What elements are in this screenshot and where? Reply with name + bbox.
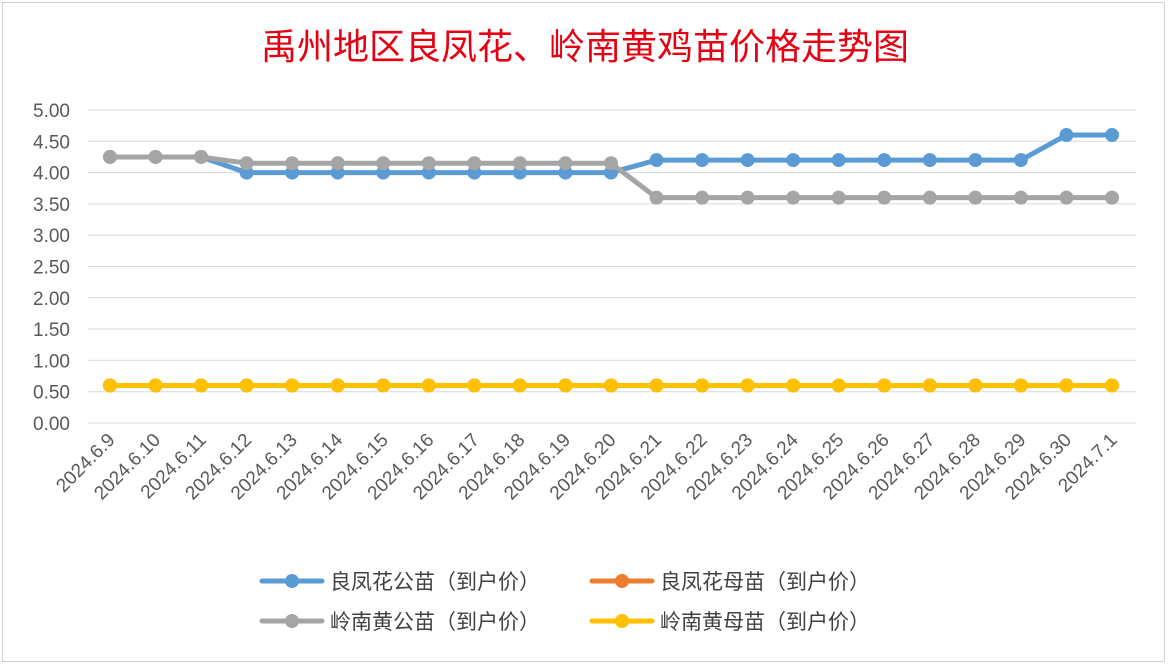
data-point [239,156,254,171]
data-point [695,378,710,393]
data-point [148,149,163,164]
legend-swatch-marker [285,614,299,628]
data-point [194,149,209,164]
legend: 良凤花公苗（到户价） 良凤花母苗（到户价） 岭南黄公苗（到户价） 岭南黄母苗（到户价） [259,570,870,634]
data-point [968,190,983,205]
data-point [103,378,117,393]
data-point [968,153,983,168]
legend-swatch-marker [285,574,299,588]
y-tick-label: 3.50 [33,195,70,216]
y-tick-label: 1.50 [33,320,70,341]
data-point [467,156,482,171]
data-point [1105,378,1119,393]
legend-label: 岭南黄母苗（到户价） [660,610,870,634]
x-axis-ticks: 2024.6.92024.6.102024.6.112024.6.122024.… [52,429,1121,504]
data-point [968,378,983,393]
data-point [786,190,801,205]
y-tick-label: 3.00 [33,226,70,247]
data-point [285,378,300,393]
y-tick-label: 4.00 [33,164,70,185]
data-point [330,156,345,171]
data-point [604,378,618,393]
data-point [421,156,436,171]
chart-title: 禹州地区良凤花、岭南黄鸡苗价格走势图 [261,27,909,68]
data-point [877,190,892,205]
data-point [1105,128,1119,143]
data-point [604,156,618,171]
legend-swatch-marker [615,574,629,588]
series-1 [103,128,1119,180]
data-point [1013,153,1028,168]
data-point [1013,378,1028,393]
legend-label: 岭南黄公苗（到户价） [330,610,540,634]
data-point [695,153,710,168]
data-point [786,378,801,393]
legend-item: 岭南黄公苗（到户价） [259,610,540,634]
data-point [831,153,846,168]
data-point [558,378,573,393]
data-point [649,378,664,393]
y-axis-ticks: 0.00 0.50 1.00 1.50 2.00 2.50 3.00 3.50 4.00 4.50… [33,101,70,435]
y-tick-label: 4.50 [33,132,70,153]
data-point [877,153,892,168]
data-point [558,156,573,171]
data-point [740,153,755,168]
data-point [1059,378,1074,393]
data-point [103,149,117,164]
legend-item: 岭南黄母苗（到户价） [589,610,870,634]
data-point [922,378,937,393]
data-point [695,190,710,205]
legend-swatch-marker [615,614,629,628]
data-point [922,153,937,168]
data-point [239,378,254,393]
y-tick-label: 2.50 [33,258,70,279]
data-point [376,156,391,171]
data-point [877,378,892,393]
legend-label: 良凤花公苗（到户价） [330,570,540,594]
data-point [740,378,755,393]
data-point [330,378,345,393]
y-tick-label: 0.00 [33,414,70,435]
data-point [1059,128,1074,143]
data-point [376,378,391,393]
data-point [922,190,937,205]
data-point [512,378,527,393]
data-point [194,378,209,393]
data-point [1059,190,1074,205]
y-tick-label: 5.00 [33,101,70,122]
data-point [1013,190,1028,205]
data-point [421,378,436,393]
y-tick-label: 1.00 [33,351,70,372]
legend-item: 良凤花公苗（到户价） [259,570,540,594]
legend-label: 良凤花母苗（到户价） [660,570,870,594]
data-point [1105,190,1119,205]
legend-item: 良凤花母苗（到户价） [589,570,870,594]
series-4 [103,378,1119,393]
data-point [649,190,664,205]
data-point [148,378,163,393]
data-point [831,378,846,393]
data-point [512,156,527,171]
data-point [467,378,482,393]
series-lines [103,128,1119,393]
y-tick-label: 2.00 [33,289,70,310]
data-point [786,153,801,168]
data-point [740,190,755,205]
data-point [649,153,664,168]
y-tick-label: 0.50 [33,383,70,404]
series-3 [103,149,1119,205]
data-point [831,190,846,205]
data-point [285,156,300,171]
